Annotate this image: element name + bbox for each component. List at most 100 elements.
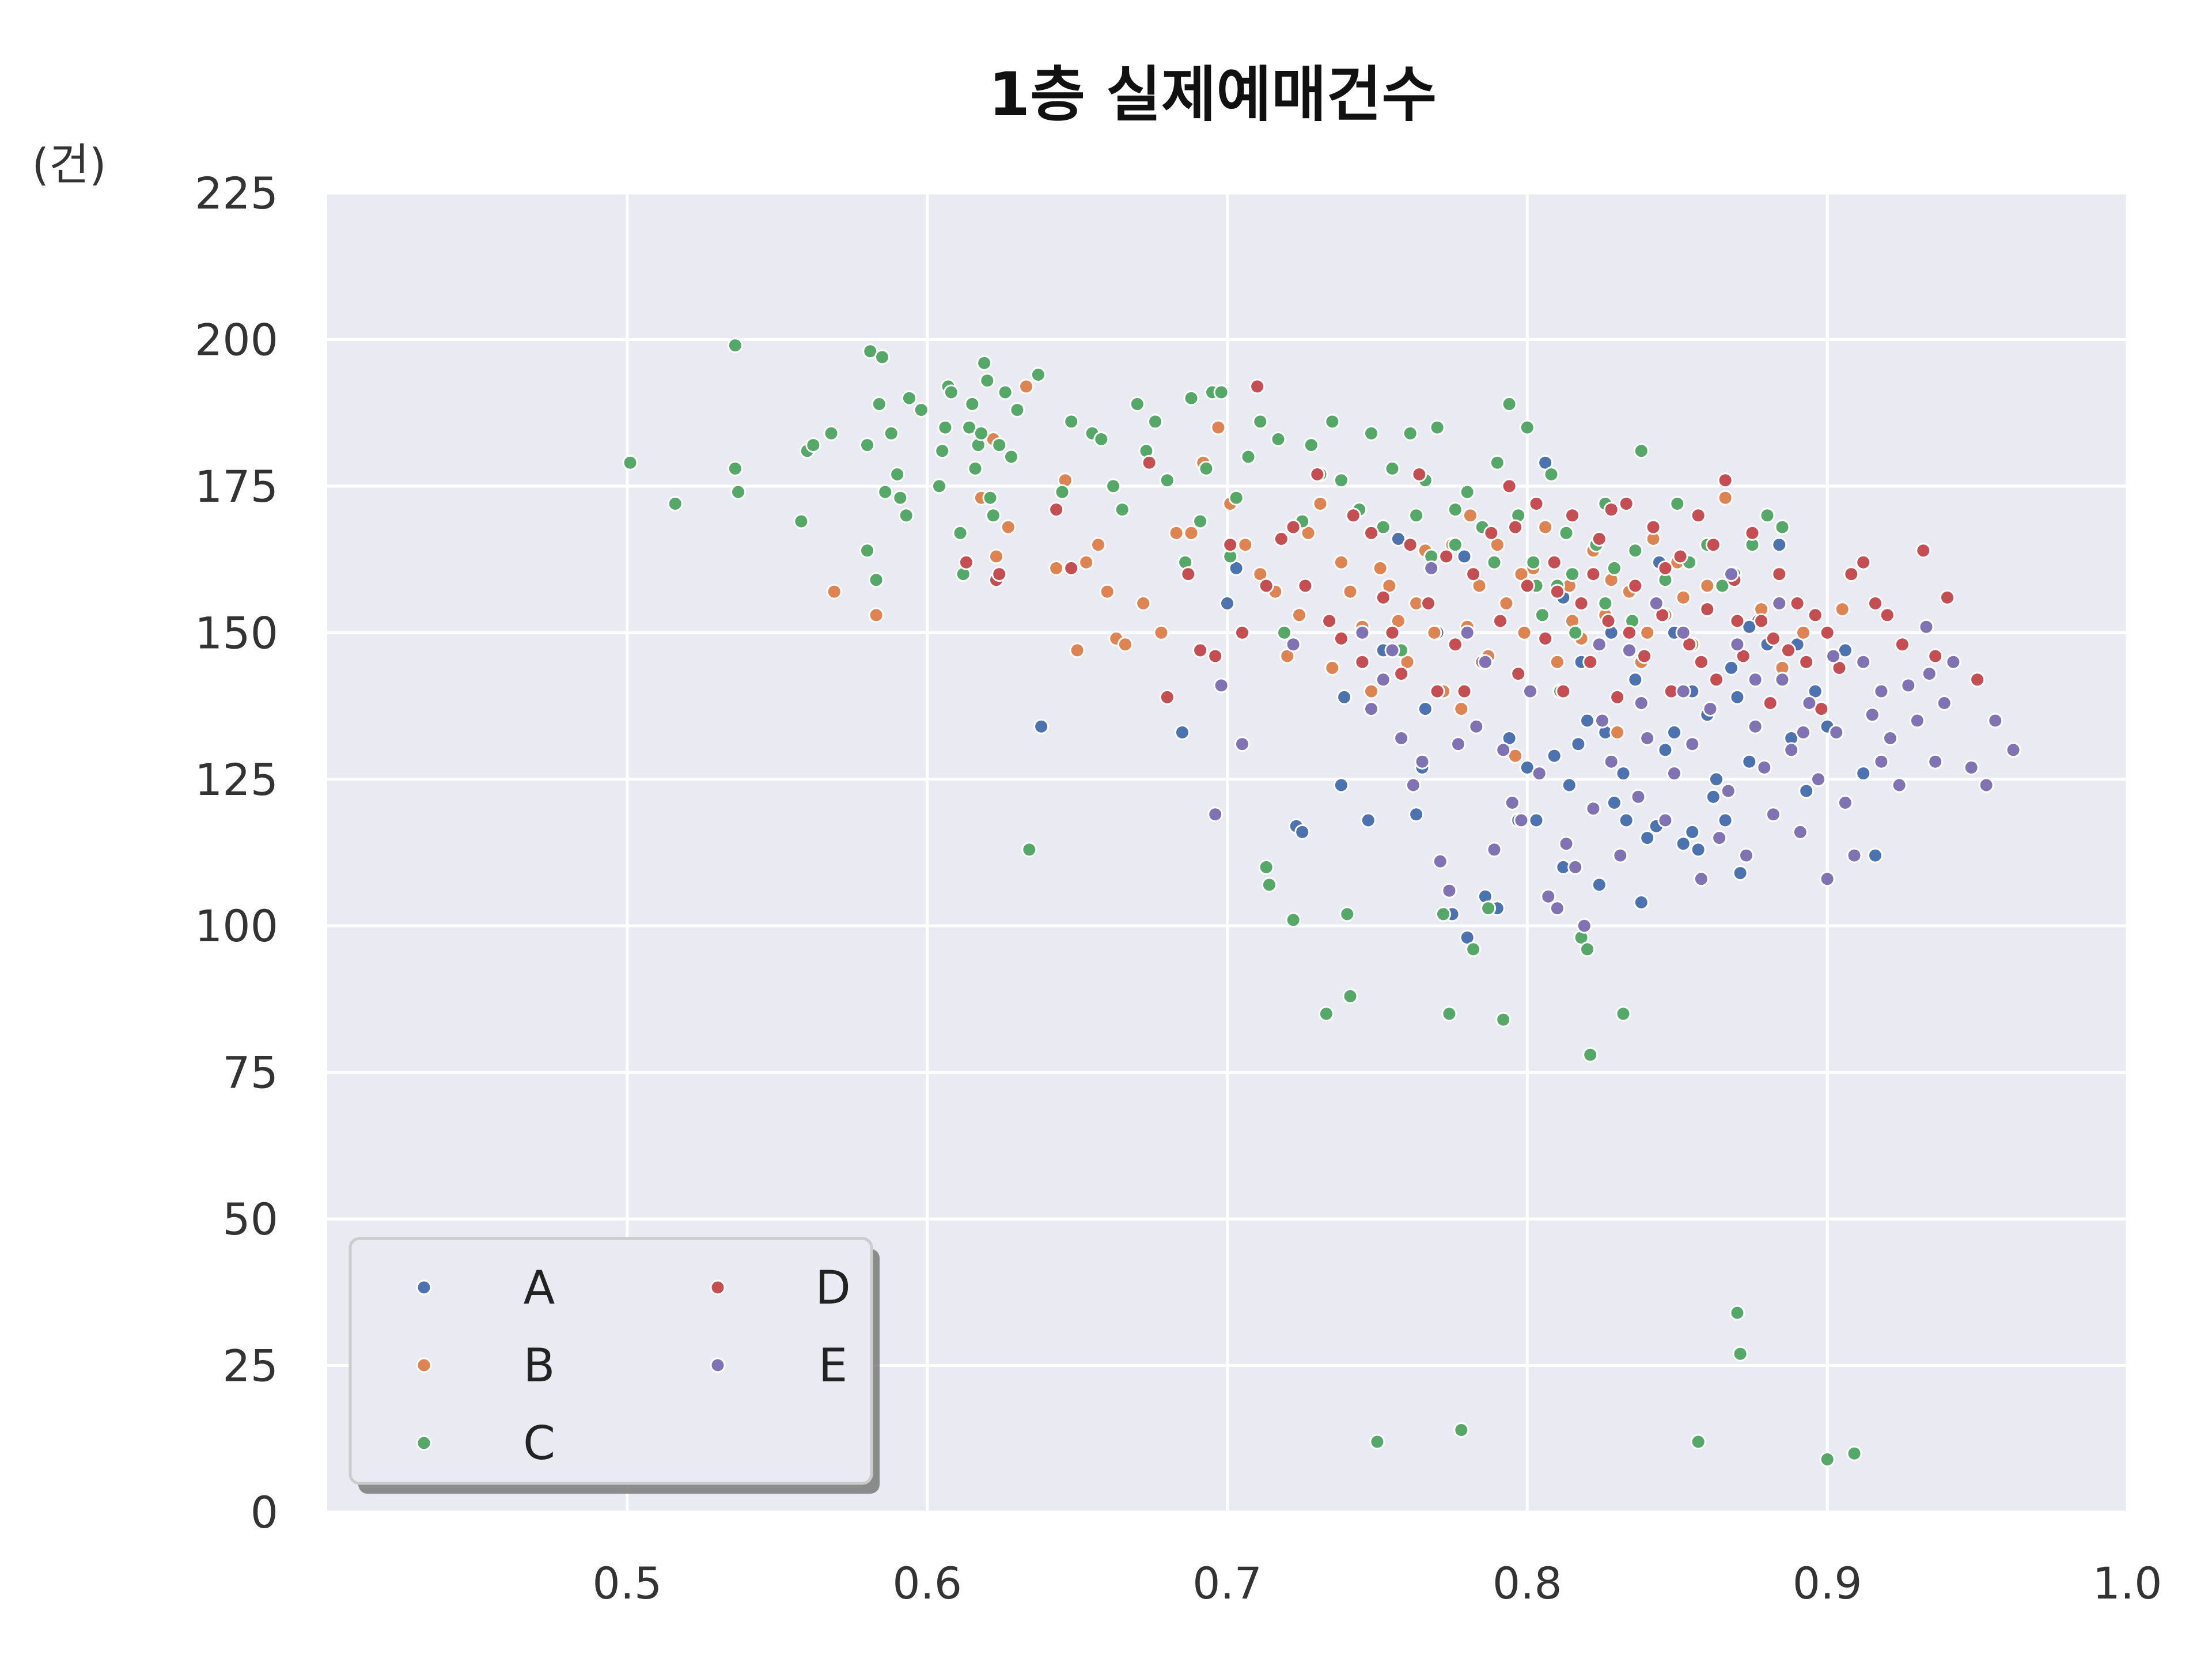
- data-point-d: [1510, 666, 1527, 682]
- data-point-e: [1558, 836, 1574, 852]
- data-point-b: [1675, 589, 1691, 605]
- data-point-b: [1609, 724, 1626, 740]
- y-tick-label: 0: [251, 1487, 278, 1538]
- data-point-d: [1411, 467, 1427, 482]
- data-point-a: [1570, 736, 1586, 752]
- data-point-d: [1508, 519, 1523, 535]
- data-point-c: [1252, 414, 1268, 430]
- data-point-d: [1927, 648, 1944, 664]
- legend-marker-a: [416, 1279, 432, 1296]
- data-point-c: [1114, 502, 1130, 518]
- data-point-c: [976, 355, 993, 371]
- data-points: [622, 338, 2021, 1467]
- data-point-e: [1927, 753, 1944, 770]
- data-point-a: [1690, 842, 1706, 858]
- data-point-e: [1594, 713, 1610, 729]
- data-point-b: [1324, 660, 1340, 676]
- data-point-b: [1153, 624, 1169, 641]
- data-point-e: [1724, 566, 1739, 582]
- data-point-c: [985, 507, 1001, 524]
- y-tick-label: 100: [195, 900, 278, 952]
- data-point-c: [1333, 472, 1349, 488]
- data-point-d: [1582, 654, 1599, 670]
- data-point-c: [1303, 437, 1319, 453]
- data-point-a: [1741, 753, 1758, 770]
- y-axis-unit-label: (건): [32, 139, 106, 190]
- data-point-c: [1429, 419, 1445, 435]
- data-point-e: [1441, 882, 1457, 899]
- data-point-e: [1675, 683, 1691, 699]
- legend-label-d: D: [815, 1261, 851, 1315]
- data-point-a: [1729, 689, 1745, 705]
- data-point-e: [1576, 918, 1592, 934]
- data-point-b: [1333, 554, 1349, 570]
- data-point-c: [1030, 367, 1046, 382]
- data-point-e: [1354, 624, 1370, 641]
- data-point-d: [1789, 595, 1805, 611]
- data-point-d: [1819, 624, 1835, 641]
- data-point-e: [1393, 730, 1410, 746]
- data-point-e: [1375, 672, 1391, 688]
- data-point-d: [991, 566, 1007, 582]
- data-point-e: [1675, 624, 1691, 641]
- data-point-e: [1468, 718, 1484, 734]
- data-point-e: [1774, 672, 1790, 688]
- data-point-d: [1141, 454, 1157, 471]
- data-point-d: [1657, 560, 1673, 576]
- data-point-e: [1792, 824, 1808, 840]
- data-point-e: [1459, 624, 1475, 641]
- y-tick-label: 50: [222, 1194, 278, 1245]
- data-point-c: [1534, 607, 1550, 623]
- data-point-c: [1519, 419, 1535, 435]
- data-point-e: [1711, 830, 1728, 846]
- data-point-e: [1612, 847, 1628, 863]
- data-point-a: [1408, 806, 1425, 823]
- data-point-d: [1672, 548, 1688, 565]
- data-point-d: [1609, 689, 1626, 705]
- data-point-b: [1372, 560, 1388, 576]
- data-point-d: [1402, 537, 1418, 553]
- data-point-c: [1447, 502, 1463, 518]
- data-point-d: [1528, 495, 1544, 512]
- data-point-c: [1339, 906, 1355, 922]
- data-point-b: [1342, 584, 1358, 600]
- data-point-d: [1493, 613, 1508, 629]
- data-point-e: [1846, 847, 1862, 863]
- data-point-a: [1709, 771, 1724, 787]
- data-point-d: [1565, 507, 1580, 524]
- data-point-d: [1855, 554, 1872, 570]
- data-point-d: [1285, 519, 1301, 535]
- data-point-b: [1099, 584, 1115, 600]
- data-point-e: [1666, 766, 1682, 782]
- data-point-d: [1363, 525, 1379, 541]
- data-point-e: [1648, 595, 1664, 611]
- data-point-e: [1585, 801, 1601, 817]
- data-point-b: [1498, 595, 1514, 611]
- data-point-d: [1192, 642, 1209, 658]
- data-point-e: [1450, 736, 1466, 752]
- chart-title: 1층 실제예매건수: [988, 59, 1437, 130]
- data-point-a: [1294, 824, 1310, 840]
- data-point-c: [1402, 425, 1418, 441]
- legend-label-e: E: [819, 1339, 848, 1392]
- data-point-c: [1732, 1346, 1748, 1362]
- data-point-b: [1462, 507, 1478, 524]
- data-point-e: [1621, 642, 1637, 658]
- data-point-d: [1519, 578, 1535, 594]
- x-tick-label: 1.0: [2093, 1558, 2162, 1609]
- data-point-c: [1615, 1006, 1631, 1022]
- data-point-d: [1603, 502, 1619, 518]
- data-point-c: [805, 437, 821, 453]
- data-point-d: [1546, 554, 1562, 570]
- data-point-e: [1234, 736, 1250, 752]
- data-point-d: [1375, 589, 1391, 605]
- data-point-d: [1421, 595, 1436, 611]
- data-point-d: [1699, 601, 1715, 618]
- data-point-b: [1183, 525, 1199, 541]
- data-point-c: [967, 460, 983, 476]
- data-point-e: [1765, 806, 1781, 823]
- y-tick-label: 225: [195, 168, 278, 219]
- data-point-c: [1606, 560, 1622, 576]
- data-point-c: [931, 478, 947, 494]
